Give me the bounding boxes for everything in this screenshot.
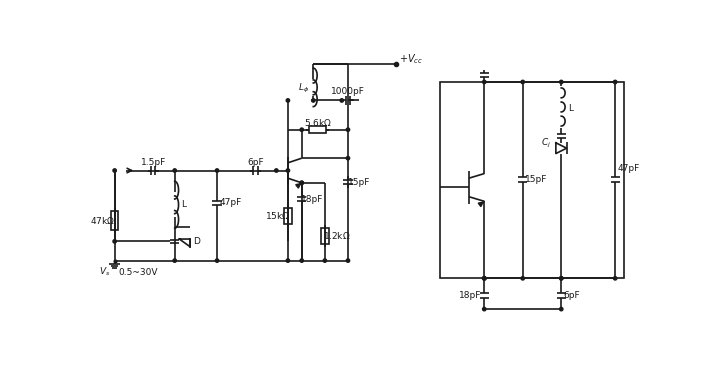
Text: 6pF: 6pF (247, 158, 264, 167)
Text: $V_s$: $V_s$ (100, 266, 111, 278)
Circle shape (113, 169, 116, 172)
Circle shape (346, 128, 350, 131)
Circle shape (482, 277, 486, 280)
Text: 18pF: 18pF (460, 291, 482, 300)
Bar (321, 228, 329, 244)
Circle shape (613, 277, 617, 280)
Circle shape (300, 128, 304, 131)
Text: 18pF: 18pF (301, 195, 323, 204)
Text: 47pF: 47pF (618, 164, 640, 173)
Text: L: L (568, 104, 573, 113)
Text: $C_j$: $C_j$ (541, 137, 551, 150)
Text: 6pF: 6pF (564, 291, 580, 300)
Circle shape (346, 259, 350, 262)
Circle shape (323, 259, 327, 262)
Text: L: L (182, 200, 187, 209)
Circle shape (521, 277, 524, 280)
Bar (284, 208, 292, 224)
Circle shape (312, 99, 315, 102)
Circle shape (482, 308, 486, 311)
Circle shape (275, 169, 278, 172)
Text: 15pF: 15pF (526, 175, 548, 184)
Circle shape (215, 259, 219, 262)
Circle shape (300, 259, 304, 262)
Circle shape (300, 181, 304, 184)
Text: $+V_{cc}$: $+V_{cc}$ (399, 52, 423, 66)
Circle shape (346, 156, 350, 160)
Circle shape (286, 169, 289, 172)
Text: 1.5pF: 1.5pF (141, 158, 166, 167)
Circle shape (521, 80, 524, 84)
Bar (439, 82, 625, 278)
Circle shape (173, 169, 177, 172)
Text: 1.2k$\Omega$: 1.2k$\Omega$ (323, 231, 351, 242)
Text: 1000pF: 1000pF (331, 87, 365, 96)
Circle shape (173, 259, 177, 262)
Circle shape (482, 277, 486, 280)
Text: $L_\phi$: $L_\phi$ (298, 82, 309, 96)
Circle shape (559, 80, 563, 84)
Circle shape (300, 181, 304, 184)
Bar (309, 126, 327, 133)
Bar (111, 211, 118, 230)
Circle shape (559, 277, 563, 280)
Circle shape (286, 99, 289, 102)
Circle shape (286, 259, 289, 262)
Circle shape (613, 80, 617, 84)
Text: D: D (193, 237, 200, 246)
Text: 0.5~30V: 0.5~30V (118, 268, 157, 277)
Text: 15k$\Omega$: 15k$\Omega$ (264, 210, 289, 222)
Circle shape (113, 240, 116, 243)
Circle shape (559, 308, 563, 311)
Circle shape (215, 169, 219, 172)
Text: 47k$\Omega$: 47k$\Omega$ (90, 215, 115, 226)
Text: 15pF: 15pF (348, 177, 370, 186)
Circle shape (559, 277, 563, 280)
Circle shape (482, 80, 486, 84)
Circle shape (340, 99, 343, 102)
Text: 47pF: 47pF (220, 198, 242, 207)
Circle shape (482, 277, 486, 280)
Text: 5.6k$\Omega$: 5.6k$\Omega$ (304, 117, 332, 128)
